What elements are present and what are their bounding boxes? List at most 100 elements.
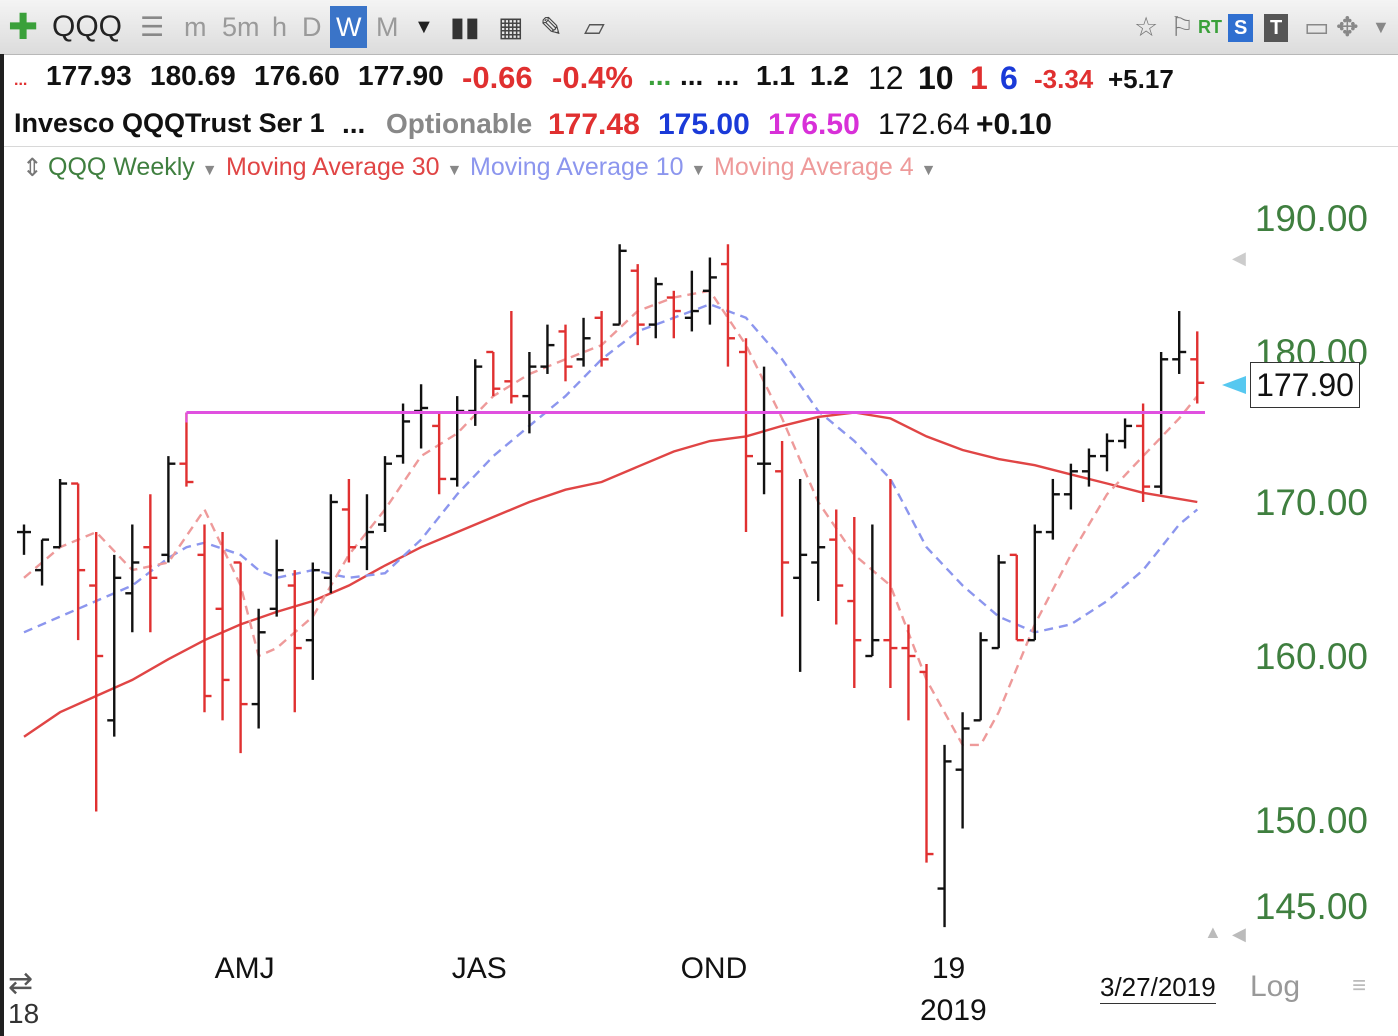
ohlc-bar: [233, 561, 248, 754]
legend-main[interactable]: QQQ Weekly ▼: [48, 153, 218, 182]
plus-icon[interactable]: ✚: [8, 6, 39, 47]
grid-icon[interactable]: ▦: [498, 12, 524, 42]
x-tick-label: 19: [932, 952, 965, 985]
stat-4: 10: [918, 60, 954, 96]
scroll-up-icon[interactable]: ▲: [1204, 922, 1222, 942]
t-button[interactable]: T: [1264, 14, 1289, 42]
move-icon[interactable]: ✥: [1336, 12, 1359, 42]
green-dots: ...: [648, 60, 672, 91]
pencil-icon[interactable]: ✎: [540, 12, 563, 42]
ohlc-bar: [215, 532, 230, 721]
ohlc-bar: [630, 264, 645, 346]
ohlc-bar: [89, 532, 104, 812]
interval-h[interactable]: h: [272, 12, 288, 42]
flag-icon[interactable]: ⚐: [1170, 12, 1195, 42]
change-value: -0.66: [462, 60, 533, 95]
stat-5: 1: [970, 60, 988, 96]
refresh-icon[interactable]: ⇄: [8, 967, 34, 1000]
ohlc-bar: [883, 478, 898, 688]
ohlc-bar: [432, 410, 447, 495]
s-button[interactable]: S: [1228, 14, 1254, 42]
interval-d[interactable]: D: [302, 12, 322, 42]
list-icon[interactable]: ☰: [140, 12, 165, 42]
ohlc-bar: [1118, 418, 1133, 449]
quote-line-2: Invesco QQQTrust Ser 1 ... Optionable 17…: [0, 104, 1398, 148]
star-icon[interactable]: ☆: [1134, 12, 1159, 42]
stat-1: 1.1: [756, 60, 795, 91]
ohlc-bar: [847, 516, 862, 688]
dots-2: ...: [680, 60, 704, 91]
ohlc-bar: [1009, 553, 1024, 642]
ohlc-bar: [1063, 463, 1078, 510]
ohlc-bar: [1045, 478, 1060, 540]
ohlc-bar: [666, 290, 681, 339]
ohlc-bar: [955, 712, 970, 829]
ohlc-bar: [775, 440, 790, 617]
ohlc-bar: [612, 244, 627, 326]
window-icon[interactable]: ▭: [1304, 12, 1330, 42]
ohlc-bar: [1100, 433, 1114, 472]
ohlc-bar: [179, 412, 194, 487]
ohlc-bar: [1154, 352, 1169, 495]
delta-value: +0.10: [976, 108, 1052, 141]
menu-arrow-icon[interactable]: ▼: [1372, 17, 1390, 37]
ohlc-bar: [702, 257, 717, 325]
legend-ma30[interactable]: Moving Average 30 ▼: [226, 153, 462, 182]
stat-8: +5.17: [1108, 64, 1174, 94]
legend-ma4-label: Moving Average 4: [714, 153, 914, 181]
ohlc-bar: [17, 524, 31, 555]
ma10-line: [23, 303, 1199, 634]
stat-2: 1.2: [810, 60, 849, 91]
ohlc-bar: [811, 418, 826, 602]
ohlc-bar: [143, 494, 158, 633]
year-left-label: 18: [8, 998, 40, 1029]
legend-ma10[interactable]: Moving Average 10 ▼: [470, 153, 706, 182]
security-name: Invesco QQQTrust Ser 1: [14, 108, 325, 138]
ohlc-bar: [359, 494, 374, 571]
ohlc-bar: [576, 317, 591, 367]
ohlc-bar: [558, 324, 573, 382]
moving-averages: [23, 289, 1199, 747]
low-value: 176.60: [254, 60, 340, 91]
pan-left-icon[interactable]: ◀: [1232, 248, 1246, 268]
high-value: 180.69: [150, 60, 236, 91]
ohlc-bar: [919, 663, 934, 863]
legend-ma4[interactable]: Moving Average 4 ▼: [714, 153, 936, 182]
symbol-label[interactable]: QQQ: [52, 10, 123, 43]
ohlc-bar: [648, 277, 663, 339]
ohlc-bar: [341, 478, 356, 563]
updown-arrows-icon[interactable]: ⇕: [22, 154, 43, 182]
ohlc-bar: [35, 538, 50, 586]
ohlc-bar: [1081, 448, 1096, 487]
ohlc-bar: [829, 509, 844, 625]
scroll-left-icon[interactable]: ◀: [1232, 924, 1246, 944]
ohlc-bar: [901, 624, 916, 721]
chart-legend: ⇕ QQQ Weekly ▼ Moving Average 30 ▼ Movin…: [0, 150, 1398, 186]
y-tick-label: 170.00: [1255, 482, 1368, 523]
note-icon[interactable]: ▱: [584, 12, 605, 42]
ma30-line: [23, 411, 1198, 738]
horizontal-line-layer: [185, 410, 1205, 423]
ohlc-bar: [468, 359, 483, 426]
interval-5m[interactable]: 5m: [222, 12, 260, 42]
ohlc-bar: [793, 478, 808, 672]
bar-chart-icon[interactable]: ▮▮: [450, 12, 480, 42]
ohlc-bar: [937, 744, 952, 928]
interval-w[interactable]: W: [330, 6, 368, 48]
interval-m[interactable]: m: [184, 12, 207, 42]
ohlc-bar: [161, 456, 176, 563]
log-scale-toggle[interactable]: Log: [1250, 970, 1301, 1003]
ohlc-bar: [378, 456, 392, 533]
rt-label[interactable]: RT: [1198, 17, 1222, 37]
dropdown-arrow-icon[interactable]: ▼: [414, 16, 434, 38]
year-right-label: 2019: [920, 994, 987, 1027]
interval-m-monthly[interactable]: M: [376, 12, 399, 42]
ohlc-bar: [486, 350, 501, 397]
x-tick-label: OND: [681, 952, 748, 985]
menu-lines-icon[interactable]: ≡: [1352, 972, 1367, 999]
ohlc-bar: [251, 608, 266, 729]
ohlc-bar: [71, 482, 86, 641]
ohlc-bar: [125, 524, 140, 633]
ohlc-bar: [1136, 403, 1151, 502]
